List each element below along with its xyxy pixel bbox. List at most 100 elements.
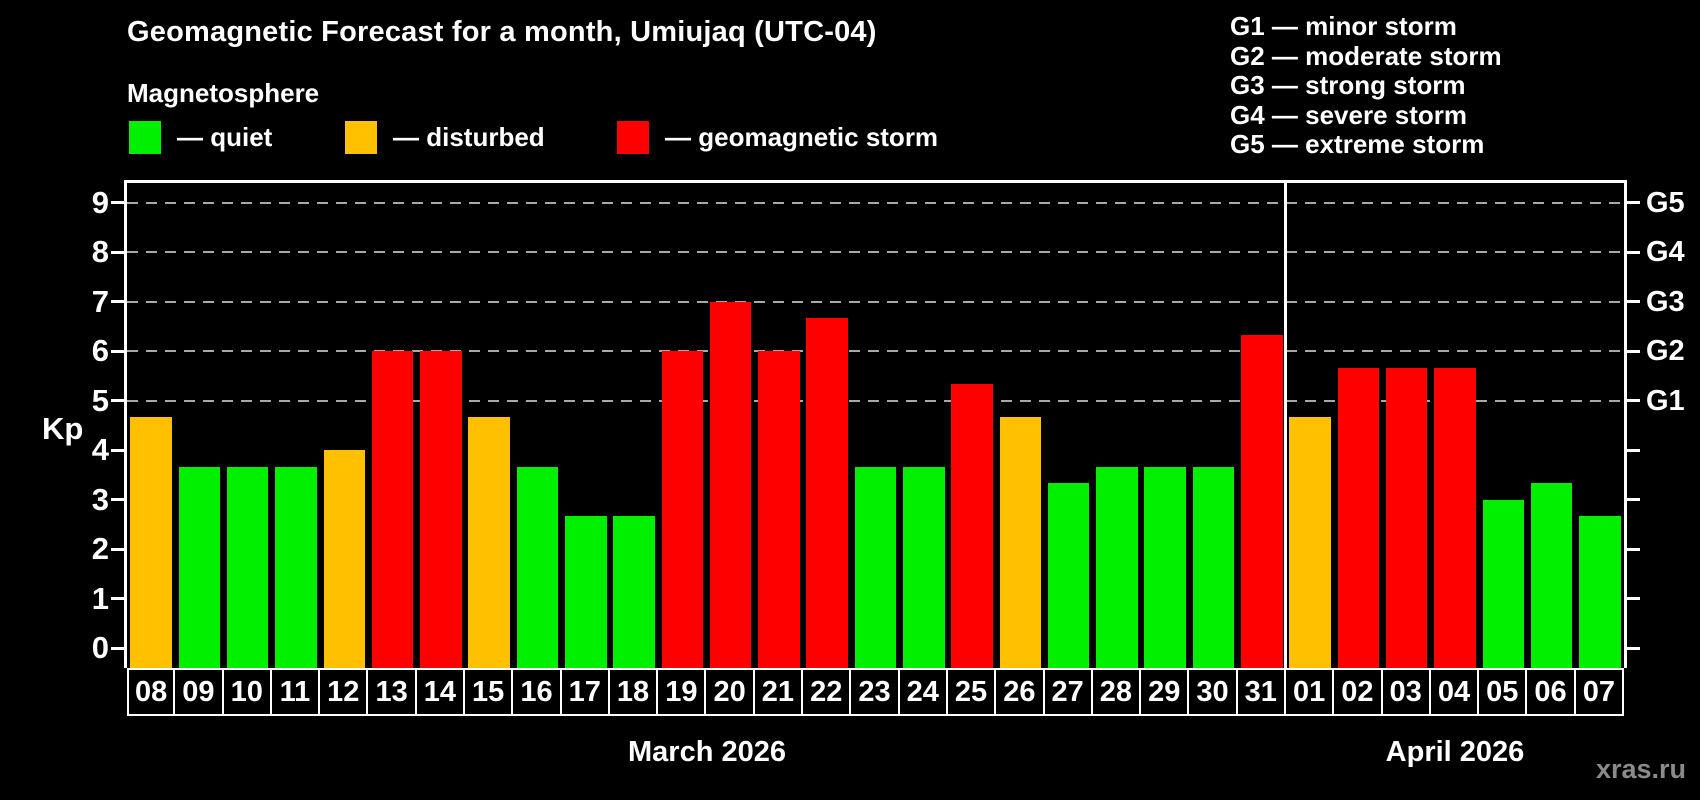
- disturbed-color-swatch: [345, 121, 377, 154]
- kp-bar-day-29: [1144, 466, 1186, 668]
- day-label-04: 04: [1428, 668, 1480, 716]
- kp-bar-day-19: [661, 351, 704, 668]
- watermark: xras.ru: [1595, 754, 1686, 784]
- legend-item-disturbed: — disturbed: [345, 121, 545, 154]
- day-label-18: 18: [607, 668, 659, 716]
- kp-bar-day-06: [1530, 483, 1573, 668]
- right-tick-3: [1627, 498, 1640, 502]
- kp-bar-day-26: [999, 417, 1042, 668]
- day-label-23: 23: [849, 668, 900, 716]
- kp-bar-day-16: [516, 466, 559, 668]
- kp-bar-day-14: [420, 351, 462, 668]
- day-label-13: 13: [366, 668, 417, 716]
- kp-bar-day-18: [613, 516, 655, 668]
- day-label-10: 10: [221, 668, 272, 716]
- magnetosphere-label: Magnetosphere: [127, 78, 320, 108]
- kp-bar-day-12: [323, 450, 366, 668]
- kp-bar-day-08: [130, 417, 172, 668]
- day-label-09: 09: [173, 668, 224, 716]
- kp-bar-day-20: [709, 301, 752, 668]
- frame-top: [124, 180, 1627, 183]
- kp-bar-day-07: [1579, 516, 1621, 668]
- g-scale-legend: G1 — minor storm G2 — moderate storm G3 — …: [1230, 11, 1502, 160]
- g-legend-item: G1 — minor storm: [1230, 11, 1457, 41]
- kp-tick-label-9: 9: [91, 184, 109, 220]
- left-tick-7: [111, 300, 124, 304]
- quiet-color-swatch: [129, 121, 161, 154]
- g-scale-tick-label-G4: G4: [1646, 236, 1685, 269]
- storm-label: — geomagnetic storm: [665, 122, 939, 152]
- right-tick-8: [1627, 250, 1640, 254]
- left-tick-6: [111, 349, 124, 353]
- day-label-07: 07: [1573, 668, 1624, 716]
- kp-bar-day-30: [1192, 466, 1235, 668]
- kp-bar-day-04: [1434, 367, 1476, 668]
- kp-bar-day-17: [564, 516, 607, 668]
- right-tick-6: [1627, 349, 1640, 353]
- quiet-label: — quiet: [177, 122, 273, 152]
- kp-tick-label-8: 8: [91, 234, 109, 270]
- day-label-30: 30: [1187, 668, 1238, 716]
- grid-line-kp9: [127, 201, 1624, 204]
- right-tick-1: [1627, 597, 1640, 601]
- day-label-17: 17: [559, 668, 610, 716]
- day-label-08: 08: [127, 668, 176, 716]
- kp-tick-label-3: 3: [91, 481, 109, 517]
- day-label-02: 02: [1332, 668, 1383, 716]
- kp-tick-label-7: 7: [91, 283, 109, 319]
- day-label-21: 21: [752, 668, 804, 716]
- storm-color-swatch: [617, 121, 649, 154]
- g-legend-item: G2 — moderate storm: [1230, 40, 1502, 71]
- day-label-15: 15: [463, 668, 514, 716]
- day-label-26: 26: [994, 668, 1045, 716]
- left-tick-5: [111, 399, 124, 403]
- kp-bar-day-03: [1385, 367, 1428, 668]
- left-tick-2: [111, 547, 124, 551]
- left-tick-9: [111, 201, 124, 205]
- day-label-31: 31: [1235, 668, 1286, 716]
- page-title: Geomagnetic Forecast for a month, Umiuja…: [127, 16, 877, 48]
- day-label-28: 28: [1090, 668, 1142, 716]
- day-label-14: 14: [414, 668, 466, 716]
- day-label-12: 12: [318, 668, 369, 716]
- day-label-22: 22: [801, 668, 852, 716]
- kp-tick-label-2: 2: [91, 531, 109, 567]
- kp-bar-day-05: [1482, 499, 1525, 668]
- month-label-march: March 2026: [628, 736, 786, 768]
- kp-bar-day-13: [371, 351, 414, 668]
- day-label-06: 06: [1525, 668, 1576, 716]
- right-tick-4: [1627, 448, 1640, 452]
- plot-area: [127, 183, 1624, 668]
- day-label-19: 19: [656, 668, 707, 716]
- right-tick-9: [1627, 201, 1640, 205]
- g-legend-item: G5 — extreme storm: [1230, 129, 1485, 160]
- right-tick-5: [1627, 399, 1640, 403]
- day-label-03: 03: [1380, 668, 1431, 716]
- kp-bar-day-09: [178, 466, 221, 668]
- left-tick-4: [111, 448, 124, 452]
- legend-item-quiet: — quiet: [129, 121, 272, 154]
- day-label-25: 25: [945, 668, 997, 716]
- kp-bar-day-27: [1047, 483, 1090, 668]
- left-tick-8: [111, 250, 124, 254]
- month-label-april: April 2026: [1385, 736, 1525, 768]
- kp-bar-day-24: [903, 466, 945, 668]
- g-legend-item: G3 — strong storm: [1230, 70, 1466, 101]
- day-label-11: 11: [269, 668, 321, 716]
- kp-bar-day-22: [806, 318, 848, 668]
- frame-left: [124, 180, 127, 668]
- kp-bar-day-11: [275, 466, 317, 668]
- left-tick-0: [111, 646, 124, 650]
- right-tick-7: [1627, 300, 1640, 304]
- kp-bar-day-10: [226, 466, 269, 668]
- grid-line-kp6: [127, 350, 1624, 353]
- g-scale-tick-label-G3: G3: [1646, 285, 1685, 318]
- g-scale-tick-label-G2: G2: [1646, 335, 1685, 368]
- month-separator-line: [1284, 183, 1288, 668]
- kp-tick-label-6: 6: [91, 333, 109, 369]
- left-tick-1: [111, 597, 124, 601]
- day-label-01: 01: [1283, 668, 1335, 716]
- kp-bar-day-02: [1337, 367, 1380, 668]
- kp-bar-day-15: [468, 417, 510, 668]
- legend-item-storm: — geomagnetic storm: [617, 121, 938, 154]
